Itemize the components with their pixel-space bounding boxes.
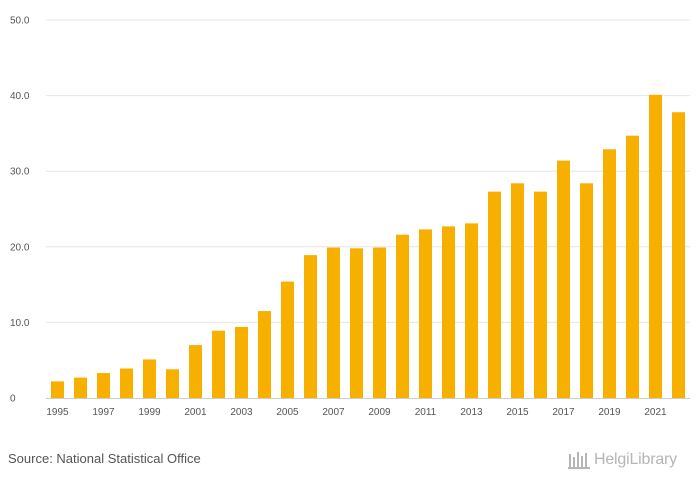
bar-2010[interactable]	[396, 234, 409, 398]
bar-2018[interactable]	[580, 183, 593, 398]
bar-2017[interactable]	[557, 160, 570, 398]
x-axis-ticks: 1995 1997 1999 2001 2003 2005 2007 2009 2011 2013…	[46, 407, 667, 418]
source-note: Source: National Statistical Office	[8, 451, 201, 466]
bar-2019[interactable]	[603, 149, 616, 398]
bar-2015[interactable]	[511, 183, 524, 398]
x-tick-label: 2017	[552, 407, 575, 418]
x-tick-label: 2001	[184, 407, 207, 418]
bar-1996[interactable]	[74, 377, 87, 398]
x-tick-label: 2007	[322, 407, 345, 418]
y-tick-label: 20.0	[10, 242, 30, 253]
bar-2008[interactable]	[350, 248, 363, 398]
bar-2005[interactable]	[281, 281, 294, 398]
bar-2007[interactable]	[327, 247, 340, 398]
bar-2009[interactable]	[373, 247, 386, 398]
x-tick-label: 1999	[138, 407, 161, 418]
y-tick-label: 10.0	[10, 318, 30, 329]
library-building-icon	[568, 452, 590, 469]
y-tick-label: 40.0	[10, 91, 30, 102]
x-tick-label: 2013	[460, 407, 483, 418]
bar-2020[interactable]	[626, 135, 639, 398]
x-tick-label: 2015	[506, 407, 529, 418]
helgi-library-logo[interactable]: HelgiLibrary	[568, 449, 677, 471]
bar-2013[interactable]	[465, 223, 478, 398]
bar-2000[interactable]	[166, 369, 179, 398]
bar-1997[interactable]	[97, 373, 110, 398]
bar-chart: 0 10.0 20.0 30.0 40.0 50.0 1995 1997 1999 2001 20…	[10, 16, 690, 418]
bar-2016[interactable]	[534, 191, 547, 398]
bar-2003[interactable]	[235, 326, 248, 398]
gridlines	[46, 19, 690, 323]
bar-1999[interactable]	[143, 359, 156, 398]
x-tick-label: 2009	[368, 407, 391, 418]
bar-2012[interactable]	[442, 226, 455, 398]
logo-text: HelgiLibrary	[594, 451, 677, 468]
y-axis-ticks: 0 10.0 20.0 30.0 40.0 50.0	[10, 16, 30, 405]
x-tick-label: 2005	[276, 407, 299, 418]
bar-2006[interactable]	[304, 255, 317, 398]
bar-2001[interactable]	[189, 345, 202, 398]
x-tick-label: 2019	[598, 407, 621, 418]
bar-2002[interactable]	[212, 330, 225, 398]
bar-2022[interactable]	[672, 112, 685, 399]
y-tick-label: 30.0	[10, 167, 30, 178]
bars	[51, 94, 685, 399]
bar-2004[interactable]	[258, 311, 271, 398]
bar-2014[interactable]	[488, 191, 501, 398]
x-tick-label: 2003	[230, 407, 253, 418]
bar-2021[interactable]	[649, 94, 662, 399]
x-tick-label: 2021	[644, 407, 667, 418]
x-tick-label: 1997	[92, 407, 115, 418]
x-tick-label: 1995	[46, 407, 69, 418]
bar-1995[interactable]	[51, 381, 64, 398]
x-tick-label: 2011	[415, 407, 437, 418]
y-tick-label: 0	[10, 394, 16, 405]
bar-1998[interactable]	[120, 368, 133, 398]
bar-2011[interactable]	[419, 229, 432, 398]
y-tick-label: 50.0	[10, 16, 30, 27]
